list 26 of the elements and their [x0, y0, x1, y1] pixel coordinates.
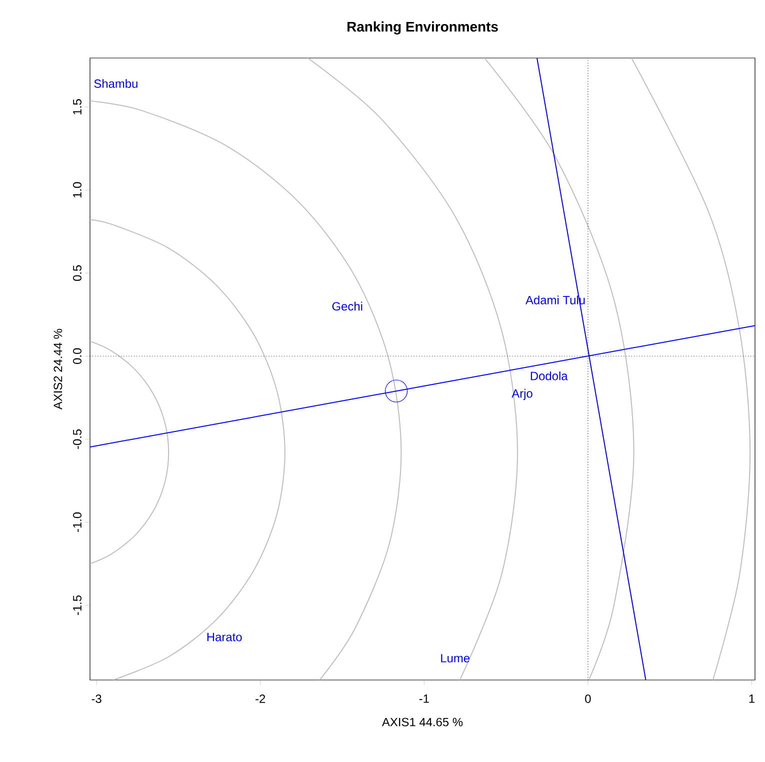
- y-tick-label: -1.5: [73, 595, 82, 616]
- annotation: Lume: [441, 654, 470, 662]
- line-series: [90, 340, 170, 564]
- annotation: Harato: [207, 632, 242, 642]
- y-tick-label: -1.0: [73, 512, 82, 532]
- y-tick-label: 1.0: [73, 182, 82, 198]
- x-axis-title: AXIS1 44.65 %: [382, 718, 463, 726]
- line-series: [631, 58, 751, 680]
- annotation: Arjo: [512, 388, 532, 400]
- x-tick-label: 1: [749, 694, 754, 703]
- y-axis-title: AXIS2 24.44 %: [54, 328, 62, 410]
- annotation: Shambu: [94, 79, 138, 88]
- y-tick-label: 0.5: [73, 265, 82, 281]
- line-series: [90, 219, 286, 680]
- y-tick-label: -0.5: [73, 429, 82, 449]
- x-tick-label: -2: [256, 694, 266, 703]
- annotation: Gechi: [332, 302, 362, 311]
- y-tick-label: 0.0: [73, 348, 82, 364]
- y-tick-label: 1.5: [73, 99, 82, 114]
- x-tick-label: -3: [92, 694, 102, 703]
- chart-title: Ranking Environments: [347, 21, 498, 34]
- x-tick-label: 0: [585, 694, 591, 703]
- annotation: Dodola: [530, 371, 568, 380]
- line-series: [90, 100, 402, 680]
- x-tick-label: -1: [419, 694, 429, 703]
- line-series: [484, 58, 634, 680]
